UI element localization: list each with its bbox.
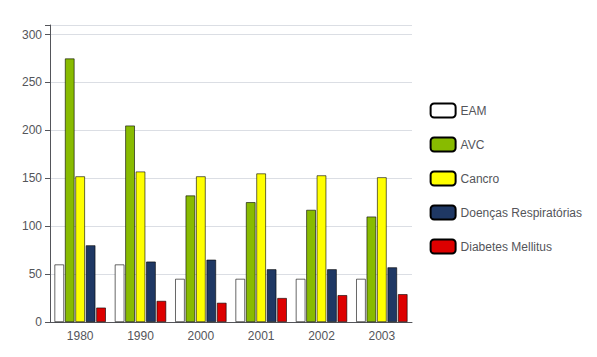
svg-text:2002: 2002 bbox=[308, 329, 335, 343]
svg-text:2001: 2001 bbox=[248, 329, 275, 343]
svg-text:Cancro: Cancro bbox=[461, 172, 500, 186]
svg-text:Doenças Respiratórias: Doenças Respiratórias bbox=[461, 206, 582, 220]
svg-text:EAM: EAM bbox=[461, 104, 487, 118]
svg-text:250: 250 bbox=[22, 75, 42, 89]
svg-text:300: 300 bbox=[22, 28, 42, 42]
svg-text:AVC: AVC bbox=[461, 138, 485, 152]
svg-text:2000: 2000 bbox=[187, 329, 214, 343]
svg-text:1980: 1980 bbox=[67, 329, 94, 343]
svg-text:200: 200 bbox=[22, 123, 42, 137]
svg-text:1990: 1990 bbox=[127, 329, 154, 343]
svg-text:150: 150 bbox=[22, 171, 42, 185]
svg-text:50: 50 bbox=[29, 267, 43, 281]
svg-text:100: 100 bbox=[22, 219, 42, 233]
svg-text:0: 0 bbox=[35, 315, 42, 329]
svg-text:2003: 2003 bbox=[368, 329, 395, 343]
svg-text:Diabetes Mellitus: Diabetes Mellitus bbox=[461, 240, 552, 254]
